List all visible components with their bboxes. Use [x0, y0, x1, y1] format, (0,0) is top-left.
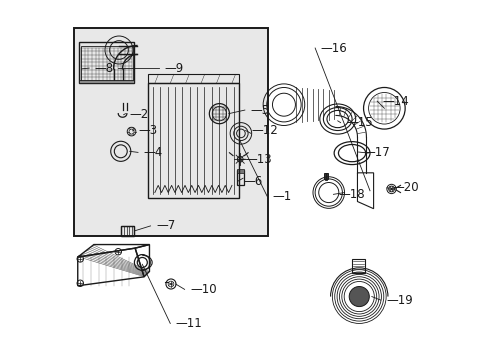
Text: —3: —3	[138, 124, 157, 138]
Text: —20: —20	[391, 181, 418, 194]
Bar	[147, 83, 239, 198]
Text: —1: —1	[272, 190, 291, 203]
Bar	[323, 173, 327, 179]
Text: —14: —14	[382, 95, 408, 108]
Text: —8: —8	[94, 62, 114, 75]
Text: —2: —2	[129, 108, 148, 121]
Text: —15: —15	[346, 116, 372, 129]
Bar	[121, 226, 134, 235]
Bar	[236, 169, 244, 173]
Text: —13: —13	[244, 153, 271, 166]
Text: —19: —19	[386, 294, 412, 307]
Text: —7: —7	[156, 219, 175, 233]
Text: —18: —18	[338, 188, 365, 201]
Text: —12: —12	[250, 124, 277, 137]
Bar	[74, 28, 267, 235]
Bar	[236, 170, 244, 185]
Text: —6: —6	[243, 175, 262, 188]
Text: —17: —17	[363, 145, 390, 158]
Text: —5: —5	[250, 104, 269, 117]
Text: —16: —16	[320, 41, 346, 54]
Text: —11: —11	[175, 317, 202, 330]
Bar	[147, 74, 239, 83]
Bar	[81, 45, 132, 81]
Bar	[121, 226, 134, 235]
Text: —9: —9	[164, 62, 183, 75]
Bar	[79, 80, 134, 83]
Bar	[79, 42, 134, 83]
Text: —4: —4	[143, 146, 163, 159]
Circle shape	[348, 287, 368, 307]
Text: —10: —10	[190, 283, 216, 296]
